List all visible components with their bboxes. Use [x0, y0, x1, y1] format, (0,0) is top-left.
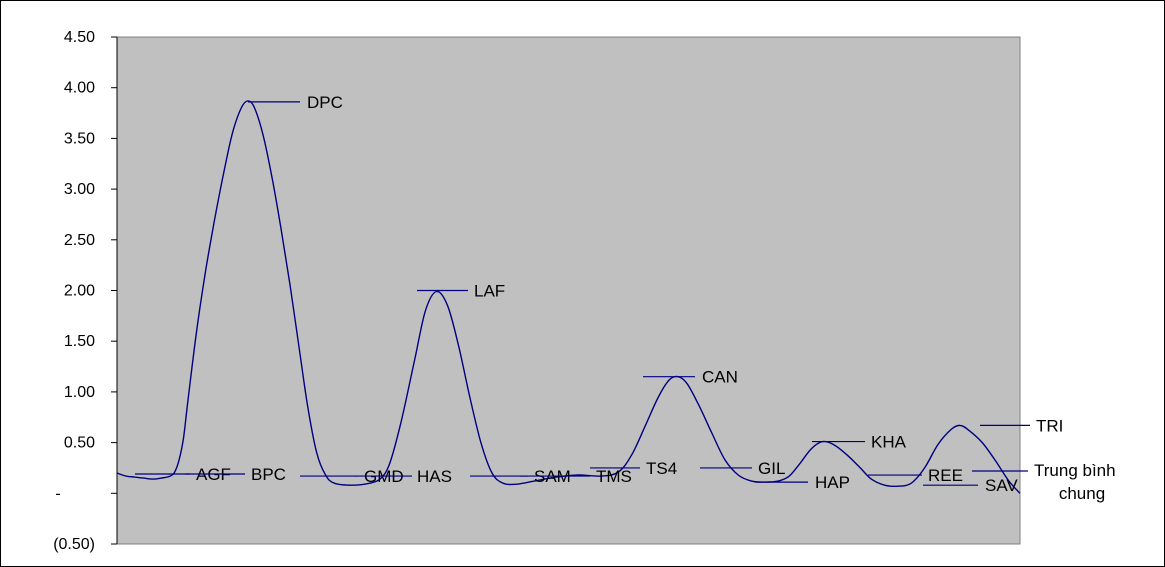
data-label: HAS — [417, 467, 452, 486]
data-label: REE — [928, 466, 963, 485]
y-tick-label: 4.00 — [64, 80, 95, 97]
data-label: HAP — [815, 473, 850, 492]
y-tick-label: 4.50 — [64, 29, 95, 46]
data-label: TMS — [596, 467, 632, 486]
data-label: BPC — [251, 465, 286, 484]
y-tick-label: - — [55, 485, 60, 502]
data-label: DPC — [307, 93, 343, 112]
y-tick-label: 0.50 — [64, 435, 95, 452]
data-label: Trung bình chung — [1034, 461, 1116, 503]
data-label: CAN — [702, 368, 738, 387]
y-tick-label: 3.50 — [64, 130, 95, 147]
data-label: TS4 — [646, 459, 677, 478]
y-tick-label: 2.50 — [64, 232, 95, 249]
y-tick-label: 2.00 — [64, 283, 95, 300]
data-label: SAV — [985, 476, 1018, 495]
y-tick-label: 3.00 — [64, 181, 95, 198]
data-label: TRI — [1036, 416, 1063, 435]
data-label: LAF — [474, 282, 505, 301]
series-line — [116, 100, 1021, 494]
data-label: GIL — [758, 459, 785, 478]
y-tick-label: (0.50) — [53, 536, 95, 553]
data-label: KHA — [871, 433, 907, 452]
y-tick-label: 1.50 — [64, 333, 95, 350]
plot-area — [116, 36, 1021, 545]
y-tick-label: 1.00 — [64, 384, 95, 401]
